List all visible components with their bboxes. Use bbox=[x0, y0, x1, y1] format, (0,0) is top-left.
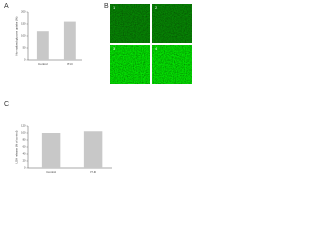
y-axis-label: LDH release (% of control) bbox=[15, 130, 19, 163]
y-tick-label: 100 bbox=[21, 34, 26, 38]
bar bbox=[41, 133, 61, 168]
y-tick-label: 80 bbox=[23, 138, 26, 142]
y-axis-label: Normalized glucose uptake (%) bbox=[15, 17, 19, 56]
image-label: 2 bbox=[155, 5, 158, 10]
y-tick-label: 150 bbox=[21, 22, 26, 26]
panel-label: B bbox=[104, 3, 109, 10]
panel-label: C bbox=[4, 101, 9, 108]
bar bbox=[83, 131, 103, 168]
bar bbox=[36, 31, 49, 60]
y-tick-label: 20 bbox=[23, 159, 26, 163]
image-label: 4 bbox=[155, 46, 158, 51]
y-tick-label: 200 bbox=[21, 10, 26, 14]
y-tick-label: 40 bbox=[23, 152, 26, 156]
image-label: 3 bbox=[113, 46, 116, 51]
panel-label: A bbox=[4, 3, 9, 10]
x-tick-label: IT-D bbox=[67, 62, 73, 66]
x-tick-label: Control bbox=[38, 62, 48, 66]
x-tick-label: IT-D bbox=[90, 170, 96, 174]
micrograph bbox=[152, 4, 192, 43]
y-tick-label: 100 bbox=[21, 131, 26, 135]
micrograph bbox=[152, 45, 192, 84]
y-tick-label: 50 bbox=[23, 46, 26, 50]
micrograph bbox=[110, 4, 150, 43]
y-tick-label: 120 bbox=[21, 124, 26, 128]
x-tick-label: Control bbox=[46, 170, 56, 174]
image-label: 1 bbox=[113, 5, 116, 10]
micrograph bbox=[110, 45, 150, 84]
y-tick-label: 0 bbox=[24, 166, 26, 170]
y-tick-label: 60 bbox=[23, 145, 26, 149]
bar bbox=[63, 21, 76, 61]
y-tick-label: 0 bbox=[24, 58, 26, 62]
